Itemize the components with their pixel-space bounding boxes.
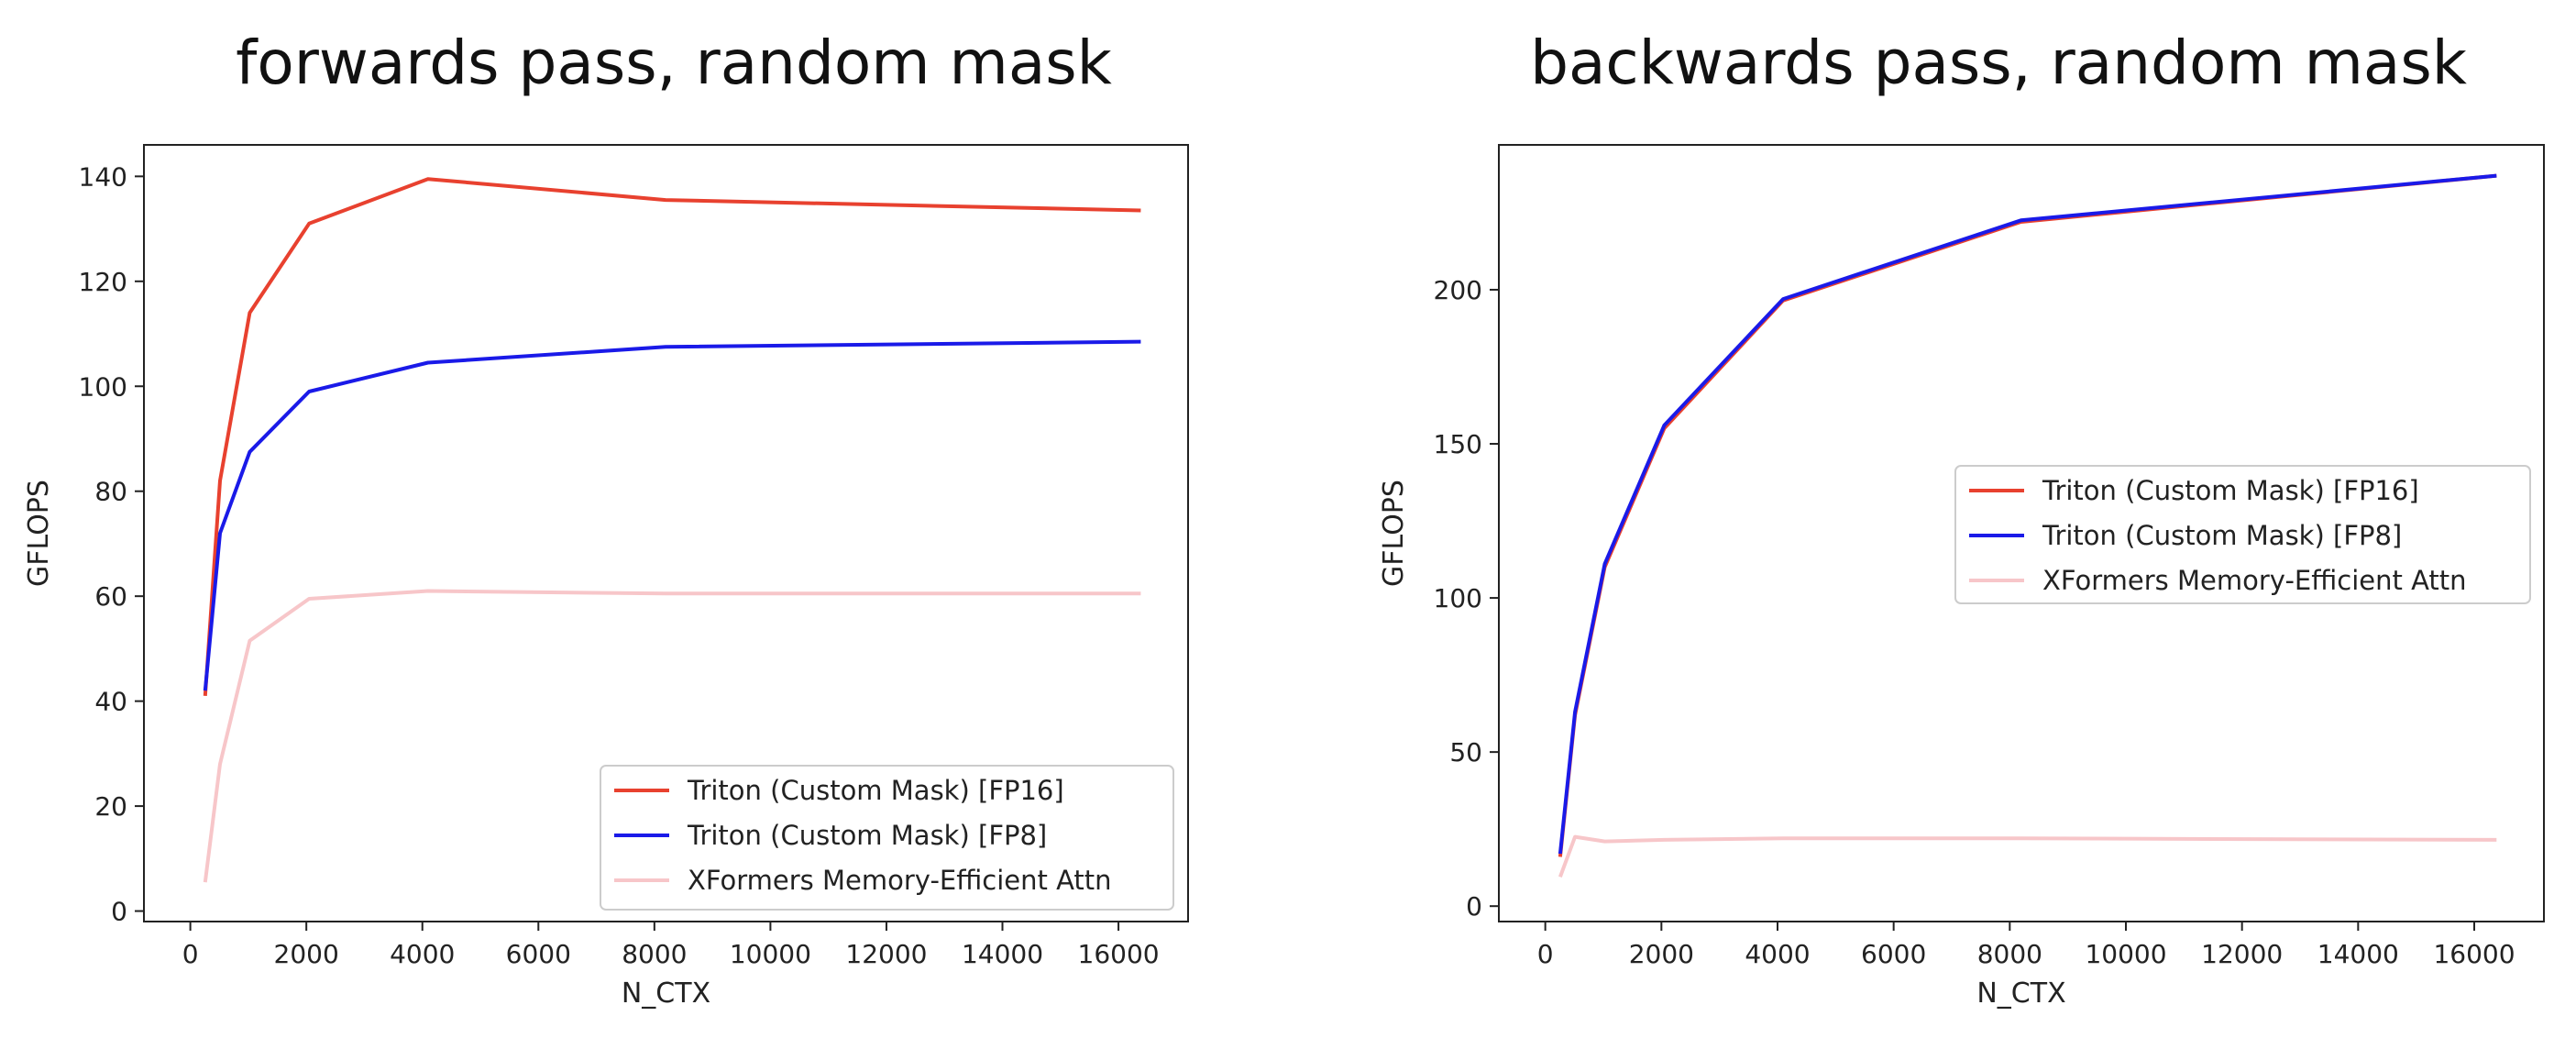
x-tick-label: 14000 xyxy=(962,939,1043,969)
x-tick-label: 16000 xyxy=(1078,939,1160,969)
legend: Triton (Custom Mask) [FP16] Triton (Custo… xyxy=(600,765,1174,911)
y-tick-label: 40 xyxy=(94,687,127,717)
x-tick-label: 12000 xyxy=(2201,939,2283,969)
y-tick-label: 100 xyxy=(1434,583,1482,613)
y-tick-label: 50 xyxy=(1449,737,1482,767)
x-tick-label: 12000 xyxy=(845,939,927,969)
series-line-1 xyxy=(203,339,1141,691)
chart-0: 0 2000 4000 6000 8000 10000 12000 14000 16000 0 20… xyxy=(23,144,1189,1010)
y-tick-label: 0 xyxy=(111,897,127,927)
x-tick-label: 8000 xyxy=(622,939,687,969)
x-tick-label: 10000 xyxy=(2085,939,2166,969)
x-tick-label: 6000 xyxy=(1861,939,1926,969)
x-tick-label: 10000 xyxy=(730,939,811,969)
y-tick-label: 150 xyxy=(1434,429,1482,459)
x-tick-label: 14000 xyxy=(2317,939,2399,969)
x-tick-label: 2000 xyxy=(1629,939,1694,969)
x-tick-label: 6000 xyxy=(506,939,571,969)
y-tick-label: 0 xyxy=(1466,891,1482,922)
chart-title-backwards: backwards pass, random mask xyxy=(1530,28,2467,98)
x-tick-label: 0 xyxy=(182,939,199,969)
x-axis-label: N_CTX xyxy=(622,977,710,1010)
y-tick-label: 20 xyxy=(94,791,127,822)
y-tick-label: 140 xyxy=(79,161,127,192)
x-axis-label: N_CTX xyxy=(1976,977,2065,1010)
legend-label: Triton (Custom Mask) [FP8] xyxy=(687,820,1047,851)
x-tick-label: 0 xyxy=(1537,939,1554,969)
chart-1: 0 2000 4000 6000 8000 10000 12000 14000 16000 0 50… xyxy=(1378,144,2545,1010)
x-tick-label: 4000 xyxy=(1745,939,1810,969)
x-tick-label: 2000 xyxy=(274,939,339,969)
x-tick-label: 16000 xyxy=(2433,939,2515,969)
legend-label: Triton (Custom Mask) [FP16] xyxy=(2042,475,2419,506)
y-tick-label: 100 xyxy=(79,371,127,402)
legend-label: Triton (Custom Mask) [FP16] xyxy=(687,775,1064,806)
legend-label: XFormers Memory-Efficient Attn xyxy=(2042,565,2467,596)
y-tick-label: 80 xyxy=(94,477,127,507)
y-tick-label: 200 xyxy=(1434,275,1482,305)
series-line-0 xyxy=(203,177,1141,697)
plot-frame xyxy=(1498,144,2545,922)
y-tick-label: 60 xyxy=(94,581,127,612)
plot-frame xyxy=(143,144,1189,922)
chart-title-forwards: forwards pass, random mask xyxy=(236,28,1112,98)
y-axis-label: GFLOPS xyxy=(23,480,55,587)
legend-box xyxy=(1954,465,2531,604)
legend: Triton (Custom Mask) [FP16] Triton (Custo… xyxy=(1954,465,2531,604)
y-tick-label: 120 xyxy=(79,267,127,297)
y-axis-label: GFLOPS xyxy=(1378,480,1410,587)
series-line-2 xyxy=(1558,834,2497,878)
legend-box xyxy=(600,765,1174,911)
series-line-2 xyxy=(203,589,1141,883)
legend-label: Triton (Custom Mask) [FP8] xyxy=(2042,520,2402,551)
series-line-1 xyxy=(1558,173,2497,855)
x-tick-label: 8000 xyxy=(1977,939,2042,969)
legend-label: XFormers Memory-Efficient Attn xyxy=(688,865,1112,896)
x-tick-label: 4000 xyxy=(390,939,455,969)
